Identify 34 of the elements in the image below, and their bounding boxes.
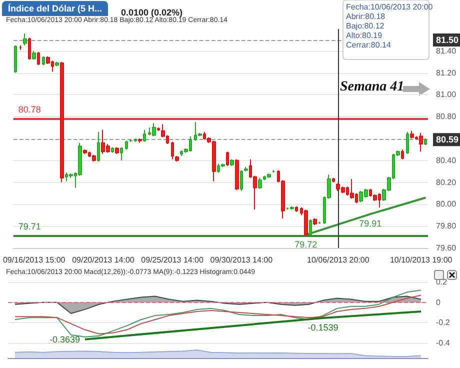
annotation: Alto:80.19 (346, 31, 383, 40)
text: Abrir:80.18 (346, 12, 386, 21)
y-tick-label: 80.80 (436, 112, 457, 122)
ref-line-label: 81.50 (436, 34, 459, 45)
ref-line-label: 80.78 (18, 104, 41, 114)
x-tick-label: 09/30/2013 14:00 (210, 256, 274, 264)
y-tick-label: 80.40 (436, 156, 457, 165)
data-label: 79.72 (294, 239, 318, 250)
y-tick-label: 81.40 (436, 46, 457, 56)
y-tick-label: 0 (436, 298, 441, 307)
y-tick-label: -0.4 (436, 338, 450, 348)
y-tick-label: 80.00 (436, 200, 457, 209)
data-label: 79.91 (359, 218, 382, 229)
data-label: -0.1539 (308, 322, 338, 332)
y-tick-label: 81.00 (436, 90, 457, 100)
data-label: -0.3639 (49, 334, 80, 344)
y-tick-label: 79.80 (436, 222, 457, 231)
ref-line-label: 79.71 (18, 221, 41, 232)
x-tick-label: 09/20/2013 14:00 (72, 256, 135, 264)
annotation: Bajo:80.12 (346, 22, 385, 30)
y-tick-label: -0.2 (436, 318, 450, 328)
x-tick-label: 09/25/2013 14:00 (141, 256, 204, 264)
y-tick-label: 81.20 (436, 68, 457, 78)
annotation: Semana 41 (340, 80, 404, 94)
y-tick-label: 80.20 (436, 178, 457, 187)
text: Fecha:10/06/2013 20:00 (346, 2, 434, 12)
annotation: Cerrar:80.14 (346, 40, 392, 50)
ref-line-label: 80.59 (436, 134, 459, 145)
chart-title: Índice del Dólar (5 H... (8, 4, 102, 14)
x-tick-label: 09/16/2013 15:00 (2, 256, 66, 264)
x-tick-label: 10/06/2013 20:00 (307, 256, 370, 264)
y-tick-label: 79.60 (436, 244, 457, 252)
chart-subtitle: 0.0100 (0.02%) (121, 8, 183, 18)
x-tick-label: 10/10/2013 19:00 (390, 256, 453, 264)
